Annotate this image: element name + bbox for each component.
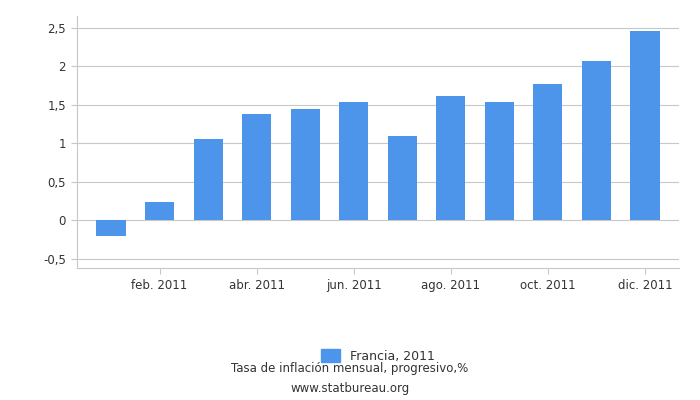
- Bar: [582, 62, 611, 220]
- Bar: [533, 84, 563, 220]
- Bar: [290, 109, 320, 220]
- Legend: Francia, 2011: Francia, 2011: [316, 344, 440, 368]
- Text: Tasa de inflación mensual, progresivo,%: Tasa de inflación mensual, progresivo,%: [232, 362, 468, 375]
- Bar: [145, 202, 174, 220]
- Bar: [193, 139, 223, 220]
- Bar: [388, 136, 416, 220]
- Text: www.statbureau.org: www.statbureau.org: [290, 382, 410, 395]
- Bar: [485, 102, 514, 220]
- Bar: [97, 220, 125, 236]
- Bar: [242, 114, 271, 220]
- Bar: [436, 96, 466, 220]
- Bar: [631, 31, 659, 220]
- Bar: [340, 102, 368, 220]
